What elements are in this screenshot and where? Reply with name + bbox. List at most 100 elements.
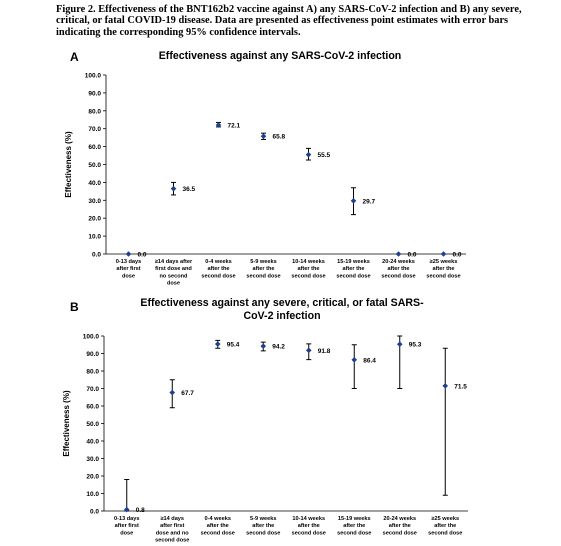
- x-tick-label: second dose: [337, 530, 371, 536]
- y-tick-label: 50.0: [88, 162, 101, 169]
- y-tick-label: 80.0: [88, 108, 101, 115]
- x-tick-label: after the: [297, 266, 319, 272]
- data-point: [215, 122, 222, 128]
- x-tick-label: after the: [434, 523, 456, 529]
- y-axis-label: Effectiveness (%): [64, 131, 73, 198]
- chart-a: 0.0 10.0 20.0 30.0 40.0 50.0 60.0 70.0 80.0 90.0 1…: [64, 73, 466, 287]
- data-label: 72.1: [228, 122, 241, 129]
- y-tick-label: 80.0: [86, 369, 99, 376]
- x-tick-label: after first: [160, 523, 184, 529]
- data-label: 65.8: [273, 134, 286, 141]
- x-tick-label: after the: [207, 523, 229, 529]
- x-tick-label: 0-4 weeks: [205, 516, 231, 522]
- x-tick-label: after the: [343, 523, 365, 529]
- y-tick-label: 60.0: [86, 404, 99, 411]
- data-point: [305, 347, 312, 354]
- x-tick-label: 10-14 weeks: [292, 516, 325, 522]
- data-point: [351, 357, 358, 363]
- x-tick-label: second dose: [426, 273, 460, 279]
- x-tick-label: second dose: [383, 530, 417, 536]
- data-label: 71.5: [454, 383, 467, 390]
- data-label: 0.0: [453, 252, 462, 259]
- data-point: [305, 151, 312, 158]
- y-tick-label: 30.0: [88, 198, 101, 205]
- data-label: 94.2: [272, 344, 285, 351]
- data-label: 67.7: [181, 390, 194, 397]
- x-tick-label: second dose: [381, 273, 415, 279]
- x-tick-label: second dose: [246, 530, 280, 536]
- x-tick-label: second dose: [428, 530, 462, 536]
- y-tick-label: 0.0: [90, 509, 99, 516]
- y-tick-label: 100.0: [83, 334, 100, 341]
- data-label: 86.4: [363, 357, 376, 364]
- x-tick-label: dose: [122, 273, 135, 279]
- y-axis-label: Effectiveness (%): [62, 390, 71, 457]
- x-tick-label: after the: [207, 266, 229, 272]
- y-tick-label: 20.0: [88, 216, 101, 223]
- x-tick-label: first dose and: [155, 266, 192, 272]
- x-tick-label: ≥14 days: [160, 516, 184, 522]
- y-tick-label: 100.0: [85, 73, 102, 80]
- x-tick-label: after the: [432, 266, 454, 272]
- data-label: 55.5: [318, 152, 331, 159]
- x-tick-label: second dose: [336, 273, 370, 279]
- data-label: 91.8: [318, 348, 331, 355]
- x-tick-label: 5-9 weeks: [250, 516, 276, 522]
- x-tick-label: second dose: [246, 273, 280, 279]
- data-point: [442, 383, 449, 389]
- y-tick-label: 10.0: [86, 491, 99, 498]
- x-tick-label: ≥25 weeks: [431, 516, 459, 522]
- data-point: [350, 198, 357, 204]
- y-tick-label: 30.0: [86, 456, 99, 463]
- x-tick-label: 15-19 weeks: [338, 516, 371, 522]
- x-tick-label: 0-13 days: [116, 259, 142, 265]
- data-point: [260, 133, 267, 140]
- x-tick-label: second dose: [292, 530, 326, 536]
- x-tick-label: no second: [160, 273, 189, 279]
- x-tick-label: ≥25 weeks: [430, 259, 458, 265]
- x-tick-label: after the: [342, 266, 364, 272]
- y-tick-label: 70.0: [88, 126, 101, 133]
- y-tick-label: 70.0: [86, 386, 99, 393]
- y-tick-label: 40.0: [88, 180, 101, 187]
- x-tick-label: 15-19 weeks: [337, 259, 370, 265]
- x-tick-label: 20-24 weeks: [382, 259, 415, 265]
- data-point: [123, 506, 130, 513]
- x-tick-label: 20-24 weeks: [383, 516, 416, 522]
- x-tick-label: 10-14 weeks: [292, 259, 325, 265]
- x-tick-label: dose: [120, 530, 133, 536]
- y-tick-label: 10.0: [88, 234, 101, 241]
- x-tick-label: after the: [389, 523, 411, 529]
- y-tick-label: 50.0: [86, 421, 99, 428]
- x-tick-label: 0-4 weeks: [205, 259, 231, 265]
- data-label: 95.3: [409, 342, 422, 349]
- y-tick-label: 90.0: [88, 90, 101, 97]
- x-tick-label: 0-13 days: [114, 516, 140, 522]
- data-point: [214, 341, 221, 347]
- x-tick-label: second dose: [201, 273, 235, 279]
- data-label: 0.8: [136, 507, 145, 514]
- y-tick-label: 40.0: [86, 439, 99, 446]
- x-tick-label: second dose: [155, 538, 189, 544]
- data-point: [170, 185, 177, 192]
- panel-label-b: B: [70, 300, 79, 314]
- chart-title-a: Effectiveness against any SARS-CoV-2 inf…: [158, 50, 402, 62]
- chart-title-b: Effectiveness against any severe, critic…: [140, 297, 424, 322]
- x-tick-label: dose and no: [156, 530, 190, 536]
- x-tick-label: after the: [252, 266, 274, 272]
- x-tick-label: after the: [252, 523, 274, 529]
- x-tick-label: after the: [298, 523, 320, 529]
- data-point: [440, 251, 447, 257]
- data-point: [396, 341, 403, 348]
- x-tick-label: second dose: [291, 273, 325, 279]
- x-tick-label: second dose: [201, 530, 235, 536]
- y-tick-label: 60.0: [88, 144, 101, 151]
- data-point: [169, 389, 176, 396]
- x-tick-label: dose: [167, 281, 180, 287]
- data-point: [125, 251, 132, 257]
- data-point: [260, 343, 267, 349]
- y-tick-label: 20.0: [86, 474, 99, 481]
- panel-label-a: A: [70, 50, 79, 64]
- y-tick-label: 0.0: [92, 252, 101, 259]
- x-tick-label: after first: [115, 523, 139, 529]
